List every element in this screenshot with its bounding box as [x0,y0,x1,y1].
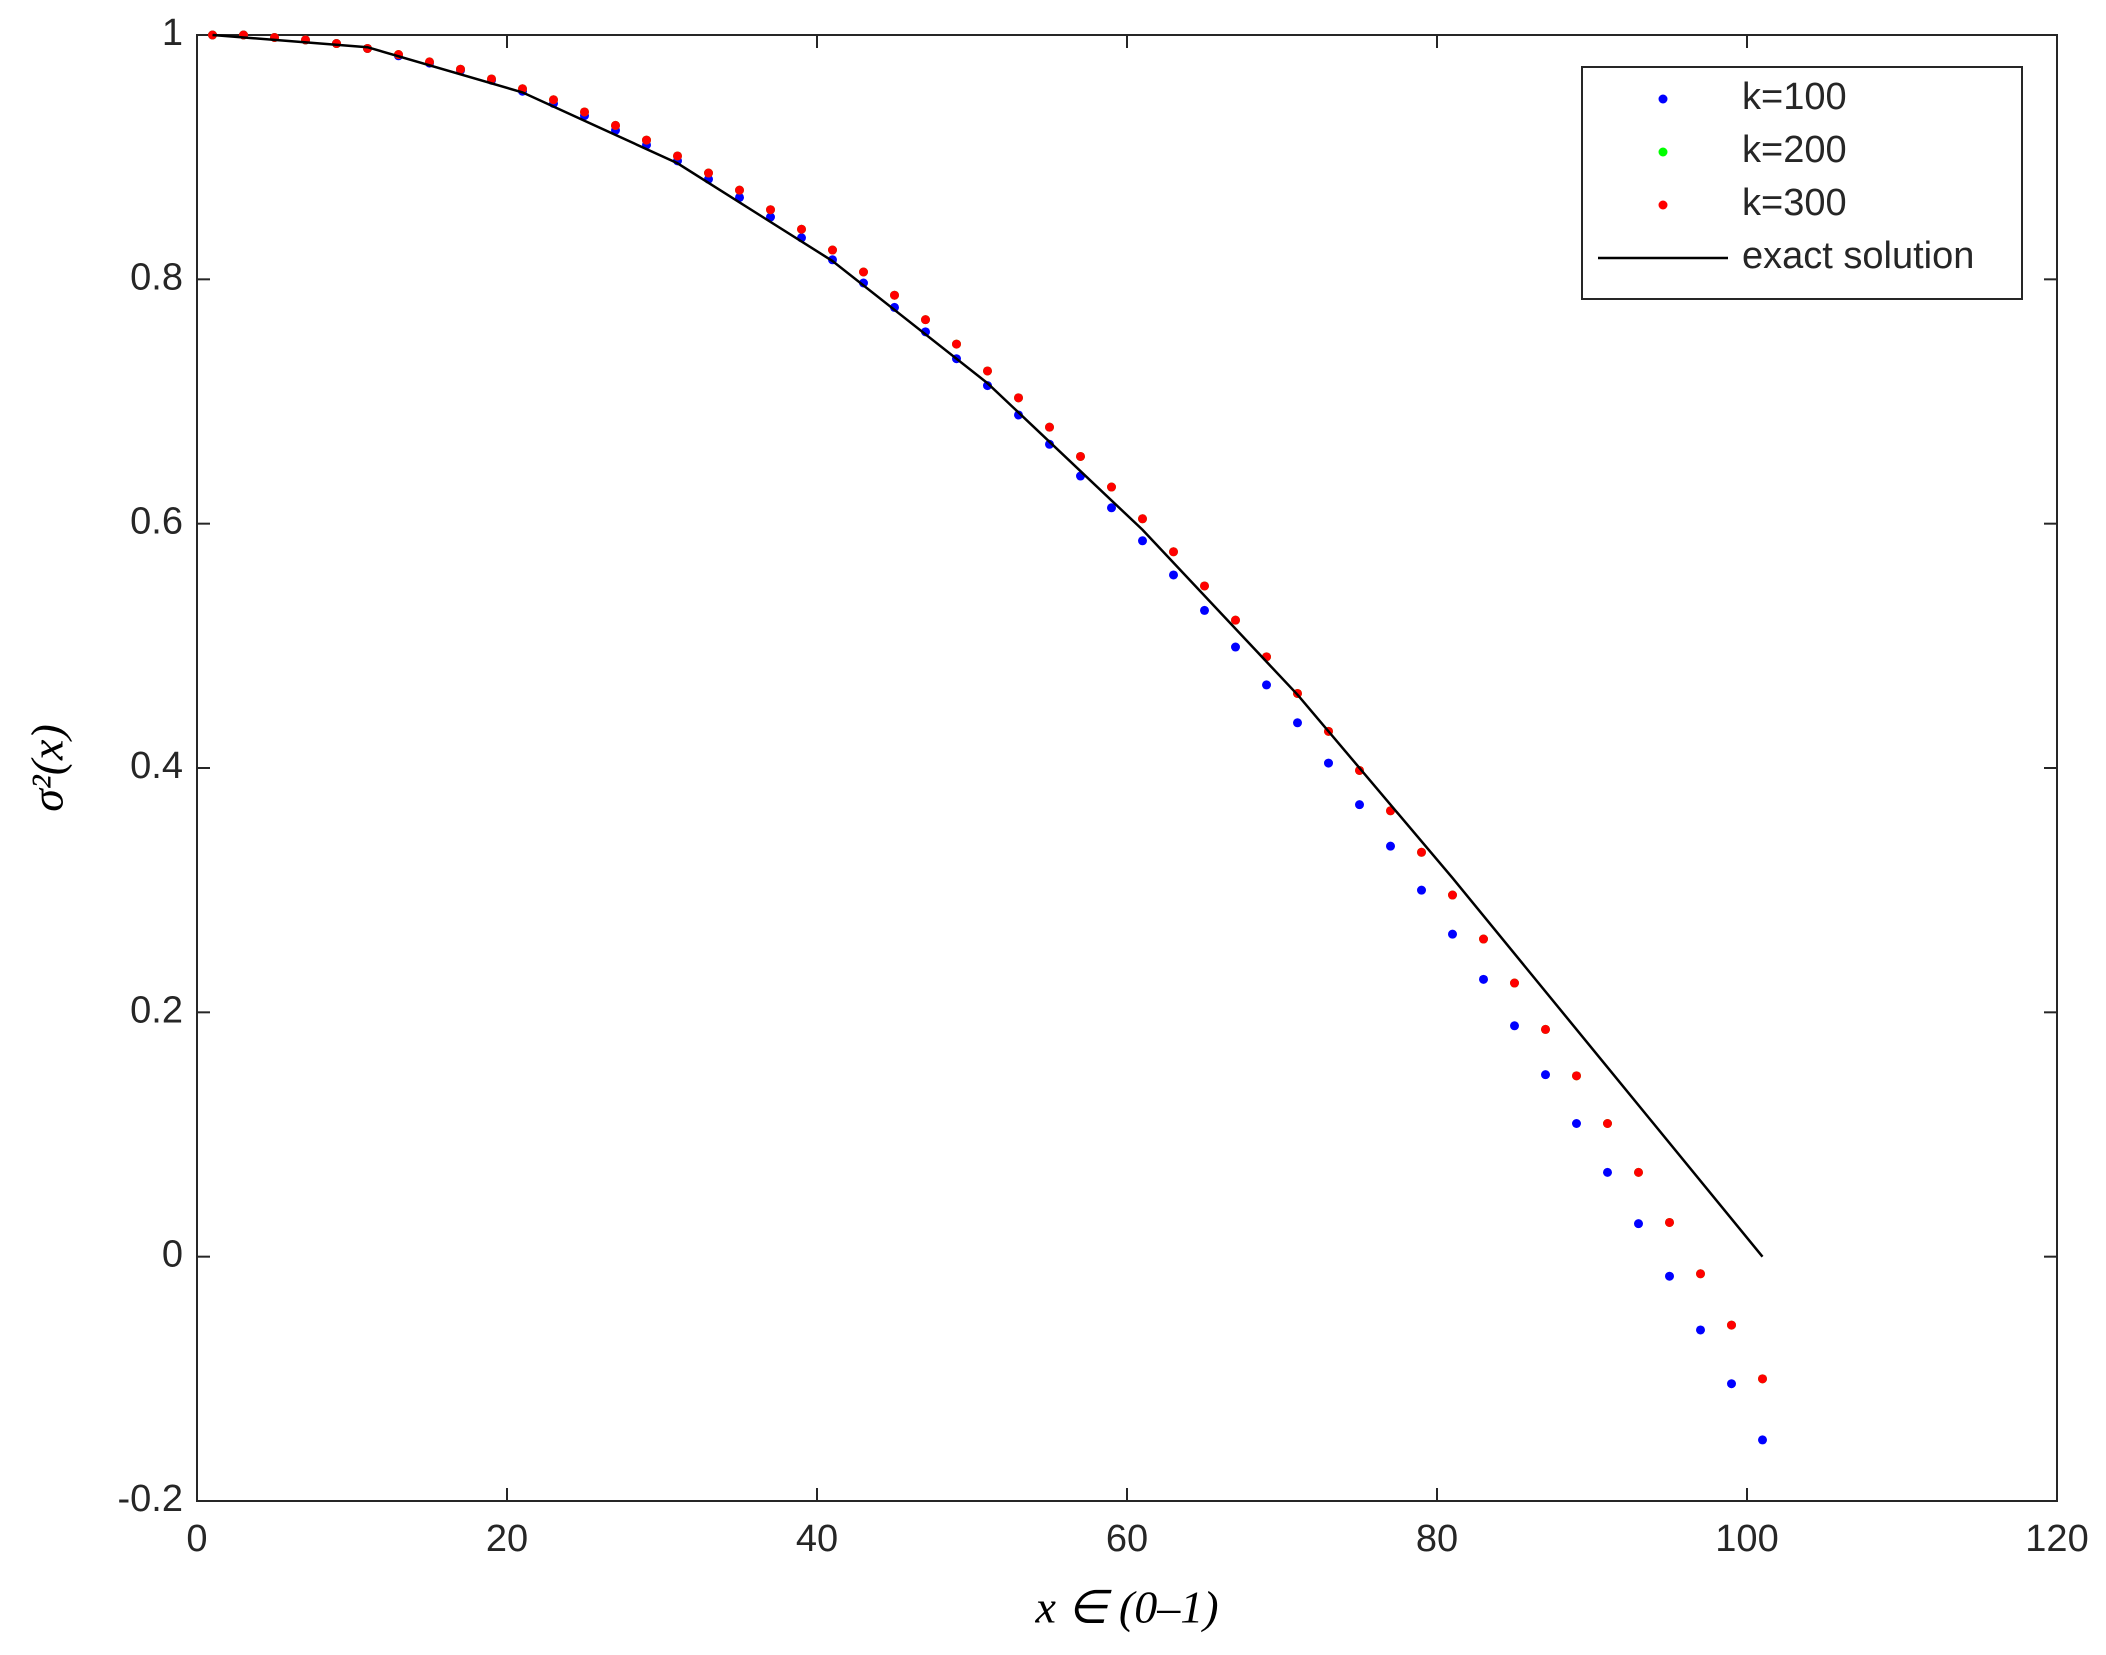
x-tick-label: 40 [796,1518,838,1560]
data-point [549,95,558,105]
data-point [1045,422,1054,432]
data-point [1169,570,1178,580]
data-point [1014,393,1023,403]
data-point [1107,503,1116,513]
data-point [1572,1119,1581,1129]
legend-label: k=300 [1742,182,1847,224]
data-point [1231,615,1240,625]
y-tick-label: 0.6 [130,501,183,543]
data-point [580,107,589,117]
data-point [1169,547,1178,557]
legend-box [1581,66,2023,300]
data-point [1324,758,1333,768]
data-point [1107,482,1116,492]
data-point [735,185,744,195]
y-tick-label: 0.4 [130,745,183,787]
y-tick-label: 1 [162,12,183,54]
data-point [1045,439,1054,449]
data-point [983,381,992,391]
data-point [1572,1071,1581,1081]
data-point [1262,680,1271,690]
x-tick-label: 80 [1416,1518,1458,1560]
legend-label: k=200 [1742,129,1847,171]
y-tick-label: -0.2 [118,1478,183,1520]
data-point [1758,1374,1767,1384]
data-point [1603,1167,1612,1177]
data-point [890,290,899,300]
data-point [487,74,496,84]
legend-swatch [1658,147,1668,157]
legend-label: k=100 [1742,76,1847,118]
data-point [1510,978,1519,988]
data-point [1634,1167,1643,1177]
plot-frame [196,34,2058,1502]
x-tick-label: 100 [1715,1518,1778,1560]
legend: k=100 k=200 k=300 exact solution [1581,66,2023,300]
data-point [1603,1119,1612,1129]
y-axis-label: σ²(x) [22,724,73,812]
data-point [1386,841,1395,851]
x-tick-label: 20 [486,1518,528,1560]
data-point [1758,1435,1767,1445]
data-point [456,64,465,74]
data-point [1727,1320,1736,1330]
data-point [1231,642,1240,652]
data-point [983,366,992,376]
data-point [1448,929,1457,939]
data-line [212,33,1764,1258]
y-tick-label: 0.8 [130,256,183,298]
data-point [1355,765,1364,775]
data-point [611,120,620,130]
data-point [797,224,806,234]
data-point [1417,885,1426,895]
data-point [1479,934,1488,944]
data-point [1293,718,1302,728]
data-point [1200,581,1209,591]
legend-swatch [1658,94,1668,104]
data-point [1138,514,1147,524]
x-tick-label: 120 [2025,1518,2088,1560]
data-point [1665,1271,1674,1281]
x-tick-label: 0 [186,1518,207,1560]
y-tick-label: 0 [162,1234,183,1276]
data-point [1417,847,1426,857]
data-point [766,205,775,215]
data-point [1355,800,1364,810]
data-point [642,135,651,145]
data-point [1541,1070,1550,1080]
data-point [704,168,713,178]
x-axis-label: x ∈ (0–1) [1034,1582,1218,1633]
data-point [1510,1021,1519,1031]
x-tick-label: 60 [1106,1518,1148,1560]
data-point [1727,1379,1736,1389]
data-point [859,267,868,277]
legend-label: exact solution [1742,235,1974,277]
data-point [1696,1269,1705,1279]
data-point [1014,410,1023,420]
data-point [1076,451,1085,461]
data-point [921,315,930,325]
data-point [1479,974,1488,984]
legend-swatch [1658,200,1668,210]
data-point [1138,536,1147,546]
data-point [673,151,682,161]
data-point [1634,1219,1643,1229]
y-tick-label: 0.2 [130,989,183,1031]
data-point [1665,1217,1674,1227]
data-point [828,245,837,255]
data-point [1200,605,1209,615]
data-point [1541,1024,1550,1034]
data-point [1696,1325,1705,1335]
data-point [1448,890,1457,900]
data-point [952,339,961,349]
